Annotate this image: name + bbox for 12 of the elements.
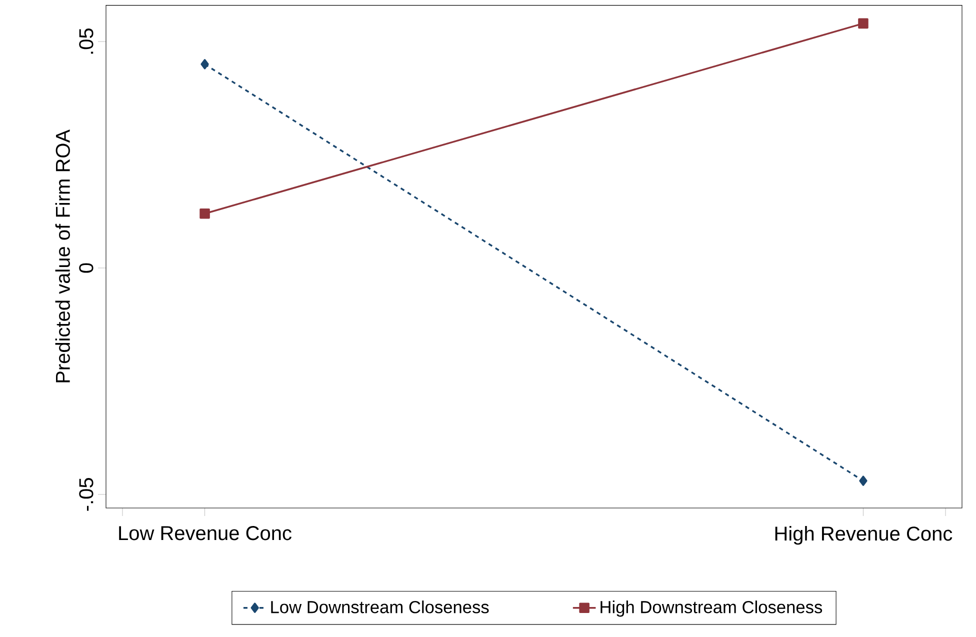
x-tick-label: High Revenue Conc <box>775 526 952 545</box>
x-tick-label: Low Revenue Conc <box>119 526 292 540</box>
legend-label: High Downstream Closeness <box>600 600 822 617</box>
y-tick-label: -.05 <box>79 478 94 511</box>
point <box>859 476 868 486</box>
y-tick-label: 0 <box>79 263 94 273</box>
legend-label: Low Downstream Closeness <box>271 600 489 614</box>
point <box>858 18 868 29</box>
point <box>200 208 210 219</box>
y-tick-label: .05 <box>79 28 94 54</box>
point <box>200 59 209 70</box>
y-axis-title: Predicted value of Firm ROA <box>55 129 70 382</box>
